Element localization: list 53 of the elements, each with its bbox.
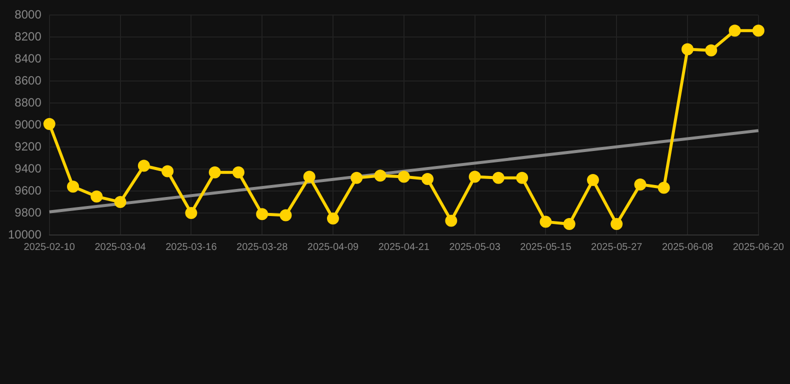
point	[634, 178, 646, 190]
point	[610, 218, 623, 230]
point	[162, 165, 174, 178]
x-tick-label: 2025-06-20	[732, 242, 784, 253]
point	[350, 172, 363, 184]
point	[138, 160, 150, 172]
x-tick-label: 2025-02-10	[24, 242, 76, 253]
x-tick-label: 2025-05-27	[591, 242, 643, 253]
point	[445, 214, 458, 227]
point	[256, 208, 268, 220]
point	[303, 170, 316, 183]
point	[682, 43, 694, 56]
point	[705, 44, 718, 56]
x-tick-label: 2025-05-03	[449, 242, 501, 253]
point	[208, 166, 221, 178]
point	[468, 170, 481, 183]
x-tick-label: 2025-04-09	[307, 242, 360, 253]
point	[516, 172, 528, 184]
x-tick-label: 2025-06-08	[662, 242, 714, 253]
x-tick-label: 2025-03-28	[236, 242, 288, 253]
point	[540, 216, 552, 228]
point	[280, 209, 292, 222]
point	[326, 212, 339, 225]
y-tick-label: 8600	[14, 73, 42, 88]
point	[422, 172, 434, 185]
x-tick-label: 2025-04-21	[378, 242, 430, 253]
y-tick-label: 8000	[14, 8, 42, 22]
point	[90, 190, 103, 203]
point	[563, 218, 576, 230]
y-tick-label: 9000	[14, 117, 42, 132]
y-tick-label: 10000	[8, 227, 42, 242]
y-tick-label: 8800	[14, 95, 42, 110]
point	[492, 172, 504, 184]
point	[232, 166, 244, 178]
point	[658, 182, 670, 194]
x-tick-label: 2025-03-16	[166, 242, 218, 253]
point	[67, 180, 80, 193]
y-tick-label: 9800	[14, 205, 42, 220]
point	[43, 118, 56, 130]
x-tick-label: 2025-03-04	[94, 242, 146, 253]
y-tick-label: 9200	[14, 139, 42, 154]
y-tick-label: 8200	[14, 29, 42, 44]
point	[752, 24, 764, 37]
point	[185, 207, 198, 220]
point	[586, 174, 599, 186]
point	[114, 196, 126, 208]
y-tick-label: 8400	[14, 51, 42, 66]
point	[728, 24, 741, 37]
y-tick-label: 9600	[14, 183, 42, 198]
point	[374, 170, 386, 182]
x-tick-label: 2025-05-15	[520, 242, 572, 253]
point	[398, 170, 410, 183]
y-tick-label: 9400	[14, 161, 42, 176]
